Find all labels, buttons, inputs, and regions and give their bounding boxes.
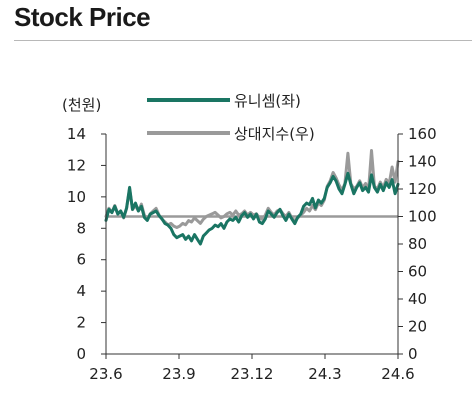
series-layer — [104, 149, 400, 246]
x-tick-label: 24.6 — [381, 365, 414, 383]
right-tick-label: 60 — [408, 263, 427, 281]
right-tick-label: 120 — [408, 180, 437, 198]
left-tick-label: 4 — [76, 282, 86, 300]
right-tick-label: 40 — [408, 290, 427, 308]
series-line-unisem — [104, 171, 400, 246]
left-tick-label: 0 — [76, 345, 86, 363]
left-tick-label: 12 — [67, 156, 86, 174]
right-tick-label: 100 — [408, 208, 437, 226]
right-tick-label: 160 — [408, 125, 437, 143]
left-axis-unit-label: (천원) — [62, 96, 101, 114]
x-tick-label: 23.9 — [162, 365, 195, 383]
page-title: Stock Price — [14, 2, 151, 32]
right-tick-label: 20 — [408, 318, 427, 336]
x-tick-label: 24.3 — [308, 365, 341, 383]
legend-label: 유니셈(좌) — [234, 92, 301, 110]
left-tick-label: 2 — [76, 314, 86, 332]
left-tick-label: 6 — [76, 251, 86, 269]
left-tick-label: 8 — [76, 219, 86, 237]
legend-label: 상대지수(우) — [234, 125, 315, 143]
left-tick-label: 14 — [67, 125, 86, 143]
legend: 유니셈(좌) 상대지수(우) — [147, 92, 315, 143]
right-tick-label: 0 — [408, 345, 418, 363]
x-tick-label: 23.12 — [231, 365, 274, 383]
left-tick-label: 10 — [67, 188, 86, 206]
right-tick-label: 80 — [408, 235, 427, 253]
right-tick-label: 140 — [408, 153, 437, 171]
x-tick-label: 23.6 — [89, 365, 122, 383]
title-divider — [14, 40, 472, 41]
